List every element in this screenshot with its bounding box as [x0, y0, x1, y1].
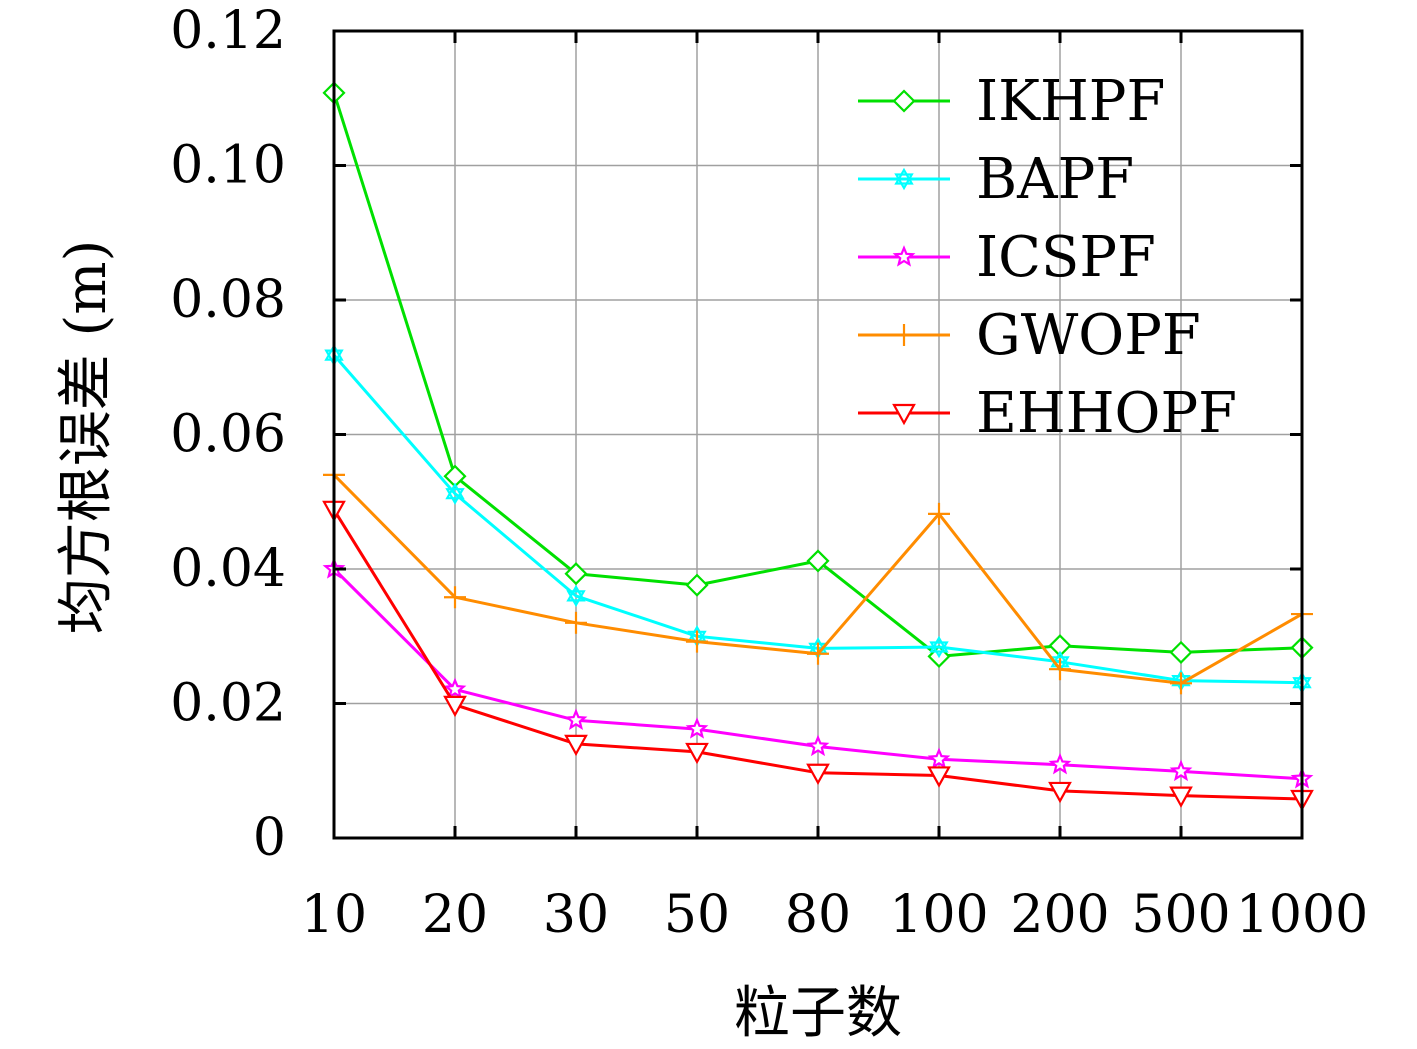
y-tick-label: 0.06: [170, 405, 286, 465]
x-tick-label: 500: [1131, 885, 1230, 945]
legend-item-bapf: BAPF: [858, 147, 1134, 212]
axis-ticks: 10 20 30 50 80 100 200 500 1000 0 0.02 0.04 0.06 0.08…: [170, 1, 1368, 945]
x-tick-label: 80: [785, 885, 851, 945]
legend-item-gwopf: GWOPF: [858, 303, 1201, 368]
data-point: [565, 611, 587, 634]
data-point: [443, 695, 467, 718]
series-icspf: [322, 557, 1314, 789]
data-point: [444, 586, 466, 609]
series-ikhpf: [322, 81, 1314, 668]
legend-label: EHHOPF: [976, 381, 1237, 446]
y-tick-label: 0.12: [170, 1, 286, 61]
data-point: [566, 584, 586, 608]
data-point: [1169, 759, 1193, 782]
legend-label: GWOPF: [976, 303, 1201, 368]
data-point: [806, 734, 830, 757]
data-point: [1048, 752, 1072, 775]
x-tick-label: 100: [889, 885, 988, 945]
y-tick-label: 0.08: [170, 270, 286, 330]
y-tick-label: 0.04: [170, 539, 286, 599]
legend-item-ehhopf: EHHOPF: [858, 381, 1237, 446]
x-axis-title: 粒子数: [734, 981, 902, 1046]
y-tick-label: 0.02: [170, 674, 286, 734]
legend-marker: [893, 324, 915, 346]
data-point: [564, 734, 588, 757]
data-point: [1048, 781, 1072, 804]
data-point: [443, 677, 467, 700]
data-point: [929, 635, 949, 659]
x-tick-label: 30: [543, 885, 609, 945]
series-layer: [322, 81, 1314, 812]
series-ehhopf: [322, 500, 1314, 812]
data-point: [685, 573, 709, 597]
x-tick-label: 1000: [1236, 885, 1368, 945]
data-point: [927, 747, 951, 769]
x-tick-label: 200: [1010, 885, 1109, 945]
x-tick-label: 20: [422, 885, 488, 945]
data-point: [806, 763, 830, 786]
legend: IKHPF BAPF ICSPF GWOPF EHHOPF: [858, 69, 1237, 446]
data-point: [807, 642, 829, 665]
legend-marker: [894, 167, 914, 191]
data-point: [564, 562, 588, 586]
legend-label: ICSPF: [976, 225, 1156, 290]
data-point: [445, 482, 465, 505]
legend-label: IKHPF: [976, 69, 1165, 134]
legend-item-ikhpf: IKHPF: [858, 69, 1165, 134]
legend-marker: [892, 245, 916, 267]
x-tick-label: 10: [301, 885, 367, 945]
legend-marker: [892, 89, 916, 113]
y-axis-title: 均方根误差 (m): [54, 240, 119, 635]
legend-label: BAPF: [976, 147, 1134, 212]
y-tick-label: 0.10: [170, 136, 286, 196]
y-tick-label: 0: [253, 808, 286, 868]
data-point: [1170, 672, 1192, 695]
data-point: [564, 708, 588, 730]
data-point: [1048, 634, 1072, 658]
data-point: [927, 766, 951, 788]
data-point: [1169, 786, 1193, 808]
x-tick-label: 50: [664, 885, 730, 945]
data-point: [806, 549, 830, 573]
data-point: [1169, 640, 1193, 664]
data-point: [686, 630, 708, 653]
legend-marker: [892, 403, 916, 426]
data-point: [685, 717, 709, 739]
legend-item-icspf: ICSPF: [858, 225, 1156, 290]
data-point: [685, 742, 709, 765]
data-point: [1049, 658, 1071, 681]
data-point: [928, 502, 950, 525]
